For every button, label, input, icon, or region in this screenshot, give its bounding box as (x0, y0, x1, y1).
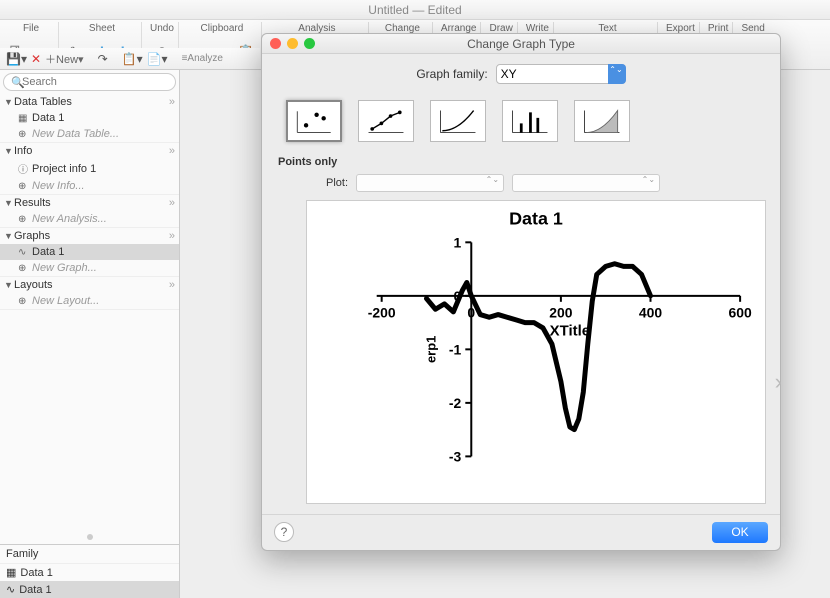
paste-special-icon[interactable]: 📄▾ (147, 52, 168, 66)
new-button[interactable]: ＋New▾ (45, 51, 84, 67)
graph-family-select[interactable]: XY (496, 64, 626, 84)
table-icon: ▦ (18, 113, 32, 124)
graph-type-thumbnails (286, 100, 766, 142)
close-icon[interactable] (270, 38, 281, 49)
toolbar-group-undo: Undo (150, 22, 174, 36)
nav-item[interactable]: ⊕New Analysis... (0, 211, 179, 227)
plot-label: Plot: (326, 177, 348, 189)
change-graph-type-dialog: Change Graph Type Graph family: XY Point… (261, 33, 781, 551)
svg-text:XTitle: XTitle (550, 323, 590, 340)
graph-type-bars[interactable] (502, 100, 558, 142)
svg-text:1: 1 (454, 234, 462, 250)
plot-select-1[interactable] (356, 174, 504, 192)
dialog-title: Change Graph Type (262, 37, 780, 51)
graph-type-curve[interactable] (430, 100, 486, 142)
sidebar: 🔍 ▼Data Tables»▦Data 1⊕New Data Table...… (0, 70, 180, 598)
svg-text:Data 1: Data 1 (509, 208, 563, 228)
analyze-button[interactable]: ≡Analyze (182, 53, 223, 64)
save-icon[interactable]: 💾▾ (6, 52, 27, 66)
family-item[interactable]: ∿Data 1 (0, 581, 179, 598)
nav-item[interactable]: ⊕New Data Table... (0, 126, 179, 142)
nav-item[interactable]: ⊕New Info... (0, 178, 179, 194)
plus-icon: ⊕ (18, 214, 32, 225)
nav-section-graphs[interactable]: ▼Graphs» (0, 228, 179, 244)
family-item[interactable]: ▦Data 1 (0, 564, 179, 581)
svg-text:-2: -2 (449, 395, 462, 411)
toolbar-group-sheet: Sheet (67, 22, 137, 36)
table-icon: ▦ (6, 566, 16, 579)
dialog-titlebar[interactable]: Change Graph Type (262, 34, 780, 54)
nav-item[interactable]: ⊕New Graph... (0, 260, 179, 276)
graph-type-scatter[interactable] (286, 100, 342, 142)
clipboard-icon[interactable]: 📋▾ (122, 52, 143, 66)
graph-icon: ∿ (6, 583, 15, 596)
search-field[interactable]: 🔍 (3, 73, 176, 91)
minimize-icon[interactable] (287, 38, 298, 49)
nav-section-info[interactable]: ▼Info» (0, 143, 179, 159)
subtype-label: Points only (278, 156, 766, 168)
nav-section-layouts[interactable]: ▼Layouts» (0, 277, 179, 293)
nav-item[interactable]: ▦Data 1 (0, 110, 179, 126)
window-titlebar: Untitled — Edited (0, 0, 830, 20)
help-button[interactable]: ? (274, 522, 294, 542)
svg-text:-3: -3 (449, 448, 462, 464)
plus-icon: ⊕ (18, 296, 32, 307)
nav-item[interactable]: ∿Data 1 (0, 244, 179, 260)
nav-item[interactable]: ⓘProject info 1 (0, 159, 179, 178)
family-header: Family (0, 545, 179, 564)
graph-icon: ∿ (18, 247, 32, 258)
info-icon: ⓘ (18, 161, 32, 176)
svg-text:-200: -200 (368, 305, 396, 321)
plot-select-2[interactable] (512, 174, 660, 192)
graph-type-area[interactable] (574, 100, 630, 142)
ok-button[interactable]: OK (712, 522, 768, 543)
svg-text:-1: -1 (449, 341, 462, 357)
svg-text:200: 200 (549, 305, 572, 321)
nav-section-data-tables[interactable]: ▼Data Tables» (0, 94, 179, 110)
search-icon: 🔍 (11, 76, 25, 89)
nav-item[interactable]: ⊕New Layout... (0, 293, 179, 309)
plus-icon: ⊕ (18, 181, 32, 192)
graph-family-label: Graph family: (416, 67, 487, 81)
plus-icon: ⊕ (18, 263, 32, 274)
nav-section-results[interactable]: ▼Results» (0, 195, 179, 211)
toolbar-group-clipboard: Clipboard (187, 22, 257, 36)
toolbar-group-file: File (8, 22, 54, 36)
zoom-icon[interactable] (304, 38, 315, 49)
window-title: Untitled — Edited (368, 3, 461, 17)
redo-icon[interactable]: ↷ (98, 52, 108, 66)
graph-type-line-points[interactable] (358, 100, 414, 142)
plus-icon: ⊕ (18, 129, 32, 140)
graph-preview: Data 1-2000200400600-3-2-101XTitleerp1 (306, 200, 766, 504)
next-chevron-icon[interactable]: › (775, 369, 782, 395)
svg-text:400: 400 (639, 305, 662, 321)
search-input[interactable] (3, 73, 176, 91)
resize-handle[interactable] (87, 534, 93, 540)
svg-text:600: 600 (728, 305, 751, 321)
svg-text:erp1: erp1 (423, 336, 438, 363)
delete-icon[interactable]: ✕ (31, 52, 41, 66)
